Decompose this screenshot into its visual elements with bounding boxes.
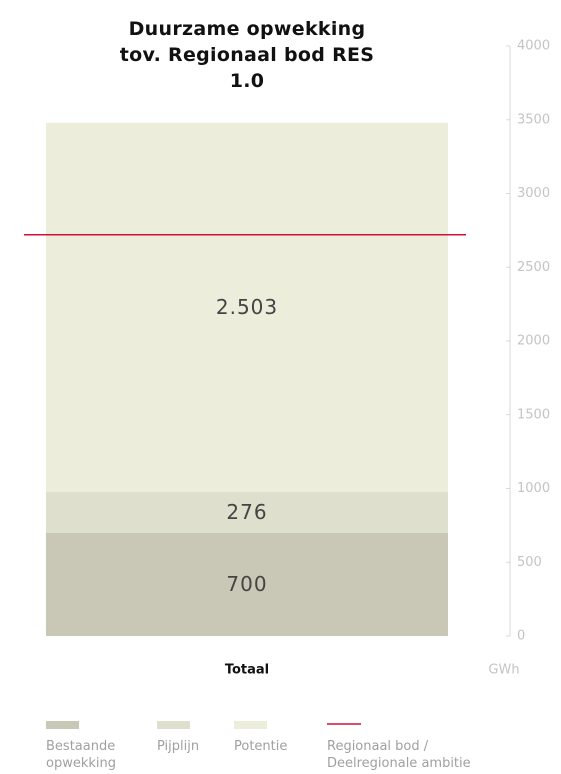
chart-title: Duurzame opwekking tov. Regionaal bod RE… <box>119 18 375 92</box>
value-label: 2.503 <box>216 295 278 319</box>
bar-segment <box>46 122 448 493</box>
legend-label: Regionaal bod / Deelregionale ambitie <box>327 739 471 771</box>
legend-swatch <box>234 721 267 729</box>
y-tick-label: 1000 <box>517 481 550 496</box>
legend-swatch <box>46 721 79 729</box>
y-tick-label: 2000 <box>517 334 550 349</box>
y-tick-label: 2500 <box>517 260 550 275</box>
value-label: 276 <box>226 500 267 524</box>
legend-label: Potentie <box>234 739 288 754</box>
legend-label: Pijplijn <box>157 739 200 754</box>
x-tick-label: Totaal <box>225 663 269 678</box>
y-tick-label: 3500 <box>517 112 550 127</box>
bar-segment <box>46 532 448 636</box>
bar-segment <box>46 492 448 533</box>
y-tick-label: 3000 <box>517 186 550 201</box>
y-tick-label: 500 <box>517 555 542 570</box>
y-tick-label: 1500 <box>517 407 550 422</box>
legend-swatch <box>157 721 190 729</box>
y-tick-label: 0 <box>517 629 525 644</box>
value-label: 700 <box>226 572 267 596</box>
y-axis-label: GWh <box>488 663 519 678</box>
y-tick-label: 4000 <box>517 39 550 54</box>
legend-label: Bestaande opwekking <box>46 739 116 771</box>
